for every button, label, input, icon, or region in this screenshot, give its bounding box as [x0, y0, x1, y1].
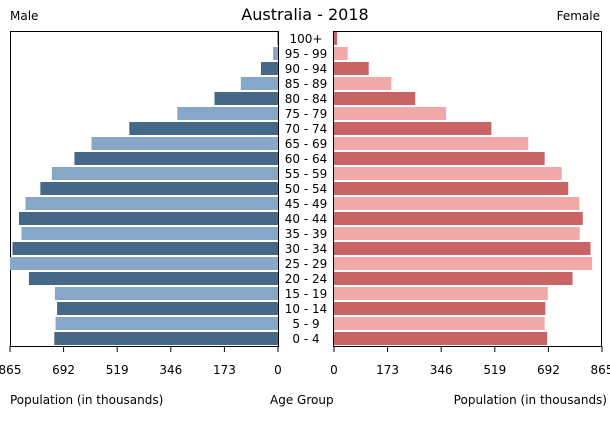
- female-bar: [334, 47, 348, 60]
- female-bar: [334, 182, 569, 195]
- male-bar: [55, 317, 278, 330]
- age-group-tick-label: 30 - 34: [285, 242, 328, 256]
- male-bar: [57, 302, 278, 315]
- age-group-tick-label: 65 - 69: [285, 137, 328, 151]
- male-bar: [51, 167, 279, 180]
- male-bar: [54, 332, 278, 345]
- female-axis-tick-label: 519: [483, 363, 506, 377]
- age-group-tick-label: 95 - 99: [285, 47, 328, 61]
- female-bar: [334, 302, 546, 315]
- female-bar: [334, 197, 580, 210]
- male-axis-tick-label: 346: [159, 363, 182, 377]
- male-bar: [28, 272, 279, 285]
- age-group-tick-label: 10 - 14: [285, 302, 328, 316]
- age-group-tick-label: 35 - 39: [285, 227, 328, 241]
- female-bar: [334, 332, 548, 345]
- male-axis-tick-label: 519: [106, 363, 129, 377]
- male-bar: [25, 197, 278, 210]
- female-bar: [334, 92, 416, 105]
- male-bar: [277, 32, 278, 45]
- age-group-tick-label: 60 - 64: [285, 152, 328, 166]
- female-bar: [334, 317, 545, 330]
- male-bar: [129, 122, 278, 135]
- x-axis-label-male: Population (in thousands): [10, 393, 164, 407]
- age-group-tick-label: 85 - 89: [285, 77, 328, 91]
- age-group-tick-label: 90 - 94: [285, 62, 328, 76]
- male-bar: [260, 62, 278, 75]
- age-group-tick-label: 40 - 44: [285, 212, 328, 226]
- age-group-tick-label: 100+: [290, 32, 323, 46]
- female-bar: [334, 62, 369, 75]
- male-bar: [273, 47, 278, 60]
- age-group-label: Age Group: [270, 393, 334, 407]
- female-bar: [334, 137, 529, 150]
- male-axis-tick-label: 0: [274, 363, 282, 377]
- chart-title: Australia - 2018: [241, 5, 369, 24]
- male-bar: [214, 92, 278, 105]
- age-group-tick-label: 0 - 4: [292, 332, 319, 346]
- age-group-tick-label: 45 - 49: [285, 197, 328, 211]
- female-axis-tick-label: 346: [430, 363, 453, 377]
- age-group-tick-label: 25 - 29: [285, 257, 328, 271]
- female-bar: [334, 272, 573, 285]
- male-bar: [74, 152, 278, 165]
- female-bar: [334, 287, 548, 300]
- male-bar: [12, 242, 279, 255]
- female-axis-tick-label: 0: [330, 363, 338, 377]
- age-group-tick-label: 70 - 74: [285, 122, 328, 136]
- male-bar: [18, 212, 278, 225]
- age-group-tick-label: 80 - 84: [285, 92, 328, 106]
- male-axis-tick-label: 692: [52, 363, 75, 377]
- female-bar: [334, 242, 591, 255]
- female-bar: [334, 227, 580, 240]
- age-group-tick-label: 55 - 59: [285, 167, 328, 181]
- male-bar: [10, 257, 278, 270]
- female-plot-frame: [333, 31, 602, 347]
- female-bar: [334, 167, 562, 180]
- male-axis-tick-label: 173: [213, 363, 236, 377]
- male-plot-frame: [10, 31, 279, 347]
- male-bar: [21, 227, 278, 240]
- male-axis-tick-label: 865: [0, 363, 21, 377]
- female-bar: [334, 212, 583, 225]
- female-bar: [334, 257, 593, 270]
- male-bar: [240, 77, 278, 90]
- age-group-tick-label: 20 - 24: [285, 272, 328, 286]
- female-bar: [334, 122, 492, 135]
- age-group-tick-label: 75 - 79: [285, 107, 328, 121]
- male-bar: [54, 287, 279, 300]
- female-axis-tick-label: 173: [376, 363, 399, 377]
- male-bar: [40, 182, 278, 195]
- female-axis-tick-label: 692: [537, 363, 560, 377]
- x-axis-label-female: Population (in thousands): [453, 393, 607, 407]
- male-label: Male: [10, 9, 39, 23]
- age-group-tick-label: 15 - 19: [285, 287, 328, 301]
- female-bar: [334, 77, 392, 90]
- age-group-tick-label: 50 - 54: [285, 182, 328, 196]
- age-group-tick-label: 5 - 9: [292, 317, 319, 331]
- female-bar: [334, 107, 447, 120]
- male-bar: [177, 107, 278, 120]
- female-bar: [334, 32, 338, 45]
- female-axis-tick-label: 865: [591, 363, 610, 377]
- female-bar: [334, 152, 545, 165]
- female-label: Female: [556, 9, 600, 23]
- male-bar: [91, 137, 278, 150]
